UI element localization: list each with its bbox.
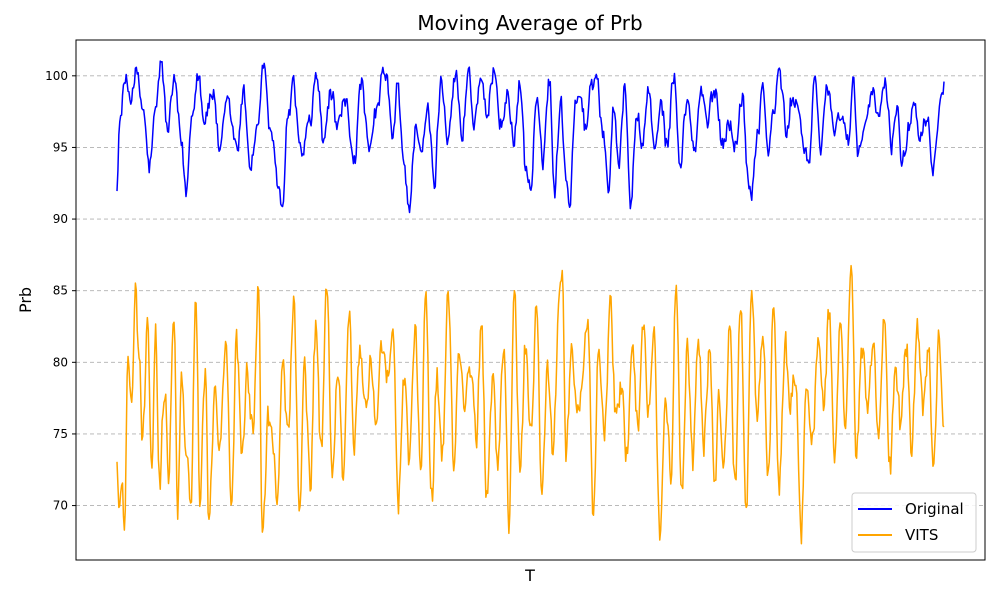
y-tick-label-100: 100 [45, 69, 68, 83]
plot-frame [75, 39, 986, 561]
legend-label-vits: VITS [905, 526, 938, 544]
series-line-original [116, 60, 945, 214]
y-axis-label: Prb [16, 287, 35, 313]
y-tick-label-75: 75 [53, 427, 68, 441]
y-tick-label-95: 95 [53, 140, 68, 154]
y-tick-label-85: 85 [53, 284, 68, 298]
y-tick-label-80: 80 [53, 355, 68, 369]
plot-series [116, 60, 945, 545]
chart-title: Moving Average of Prb [417, 11, 642, 35]
y-axis-ticks: 70 75 80 85 90 95 100 [45, 69, 76, 513]
x-axis-label: T [524, 566, 535, 585]
y-tick-label-70: 70 [53, 499, 68, 513]
legend: Original VITS [851, 492, 977, 553]
series-line-vits [116, 264, 945, 545]
y-tick-label-90: 90 [53, 212, 68, 226]
legend-label-original: Original [905, 500, 964, 518]
legend-box [851, 492, 977, 553]
